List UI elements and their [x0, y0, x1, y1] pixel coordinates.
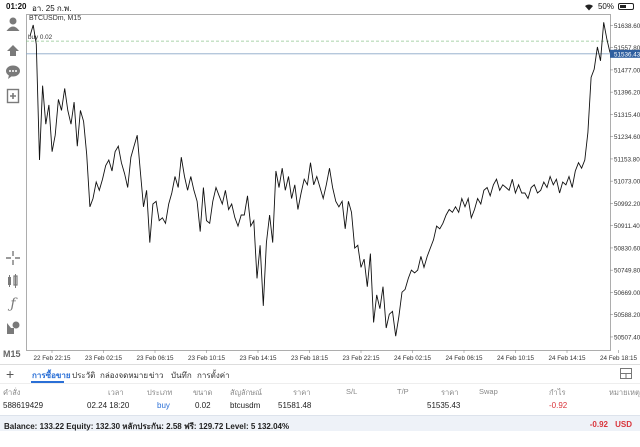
- person-icon[interactable]: [5, 16, 21, 32]
- col-type: ประเภท: [147, 388, 173, 397]
- crosshair-icon[interactable]: [5, 250, 21, 266]
- x-tick-label: 24 Feb 10:15: [497, 355, 535, 362]
- y-tick-label: 50588.20: [614, 312, 640, 319]
- tab-mailbox[interactable]: กล่องจดหมาย: [100, 371, 149, 380]
- add-icon[interactable]: +: [6, 366, 15, 382]
- col-size: ขนาด: [193, 388, 213, 397]
- y-tick-label: 50911.40: [614, 223, 640, 230]
- clock-time: 01:20: [6, 2, 27, 11]
- col-current-price: ราคา: [441, 388, 459, 397]
- x-tick-label: 23 Feb 18:15: [291, 355, 329, 362]
- active-tab-underline: [31, 381, 64, 383]
- indicators-icon[interactable]: [5, 273, 21, 289]
- chat-icon[interactable]: [5, 64, 21, 80]
- col-profit: กำไร: [549, 388, 566, 397]
- col-order: คำสั่ง: [3, 388, 21, 397]
- col-price: ราคา: [293, 388, 311, 397]
- col-symbol: สัญลักษณ์: [230, 388, 263, 397]
- share-icon[interactable]: [5, 42, 21, 58]
- y-tick-label: 50507.40: [614, 334, 640, 341]
- y-tick-label: 50992.20: [614, 201, 640, 208]
- tab-settings[interactable]: การตั้งค่า: [197, 371, 230, 380]
- col-time: เวลา: [108, 388, 124, 397]
- tab-news[interactable]: ข่าว: [149, 371, 164, 380]
- order-profit: -0.92: [549, 401, 568, 410]
- y-tick-label: 50830.60: [614, 245, 640, 252]
- plot-frame: [26, 14, 611, 351]
- wifi-icon: [584, 3, 593, 11]
- price-series-line: [29, 22, 611, 337]
- tab-trade[interactable]: การซื้อขาย: [32, 371, 71, 380]
- layout-toggle-icon[interactable]: [620, 368, 632, 379]
- col-comment: หมายเหตุ: [609, 388, 640, 397]
- order-level-label: buy 0.02: [28, 34, 53, 41]
- col-swap: Swap: [479, 387, 498, 396]
- order-current-price: 51535.43: [427, 401, 461, 410]
- order-open-price: 51581.48: [278, 401, 312, 410]
- timeframe-label[interactable]: M15: [3, 349, 21, 359]
- col-tp: T/P: [397, 387, 409, 396]
- x-tick-label: 22 Feb 22:15: [33, 355, 71, 362]
- y-tick-label: 51477.00: [614, 67, 640, 74]
- bottom-strip: [0, 431, 640, 447]
- x-tick-label: 24 Feb 06:15: [445, 355, 483, 362]
- current-price-label: 51536.43: [614, 51, 640, 58]
- tab-history[interactable]: ประวัติ: [72, 371, 96, 380]
- x-tick-label: 23 Feb 06:15: [136, 355, 174, 362]
- y-tick-label: 51315.40: [614, 112, 640, 119]
- chart-symbol-label: BTCUSDm, M15: [29, 15, 82, 22]
- x-tick-label: 23 Feb 10:15: [188, 355, 226, 362]
- status-right: 50%: [584, 2, 634, 11]
- y-tick-label: 51557.80: [614, 45, 640, 52]
- x-tick-label: 23 Feb 22:15: [342, 355, 380, 362]
- battery-icon: [618, 3, 634, 10]
- x-tick-label: 24 Feb 18:15: [600, 355, 638, 362]
- y-tick-label: 51638.60: [614, 23, 640, 30]
- col-sl: S/L: [346, 387, 358, 396]
- x-tick-label: 23 Feb 02:15: [85, 355, 123, 362]
- order-size: 0.02: [195, 401, 211, 410]
- battery-percent: 50%: [597, 2, 614, 11]
- y-tick-label: 50749.80: [614, 268, 640, 275]
- x-tick-label: 24 Feb 14:15: [548, 355, 586, 362]
- left-toolbar: ƒ M15: [0, 14, 26, 364]
- currency-label: USD: [615, 420, 632, 429]
- account-summary: Balance: 133.22 Equity: 132.30 หลักประกั…: [0, 415, 640, 431]
- tab-journal[interactable]: บันทึก: [171, 371, 192, 380]
- orders-table-header: คำสั่ง เวลา ประเภท ขนาด สัญลักษณ์ ราคา S…: [0, 383, 640, 397]
- total-profit: -0.92: [589, 420, 608, 429]
- price-chart[interactable]: 51638.60 51557.80 51477.00 51396.20 51315.40…: [26, 14, 640, 364]
- y-tick-label: 51396.20: [614, 90, 640, 97]
- add-file-icon[interactable]: [5, 88, 21, 104]
- x-tick-label: 23 Feb 14:15: [239, 355, 277, 362]
- y-tick-label: 51153.80: [614, 156, 640, 163]
- order-symbol: btcusdm: [230, 401, 261, 410]
- chart-canvas[interactable]: 51638.60 51557.80 51477.00 51396.20 51315.40…: [26, 14, 640, 364]
- clock-date: อา. 25 ก.พ.: [32, 4, 72, 13]
- order-time: 02.24 18:20: [87, 401, 130, 410]
- y-tick-label: 50669.00: [614, 290, 640, 297]
- objects-icon[interactable]: [5, 320, 21, 336]
- current-price-badge: [610, 49, 640, 58]
- table-row[interactable]: 588619429 02.24 18:20 buy 0.02 btcusdm 5…: [0, 398, 640, 414]
- balance-text: Balance: 133.22 Equity: 132.30 หลักประกั…: [4, 422, 290, 431]
- status-bar: 01:20 อา. 25 ก.พ. 50%: [0, 0, 640, 14]
- order-type: buy: [157, 401, 170, 410]
- terminal-tabs: + การซื้อขาย ประวัติ กล่องจดหมาย ข่าว บั…: [0, 364, 640, 383]
- x-tick-label: 24 Feb 02:15: [394, 355, 432, 362]
- y-tick-label: 51073.00: [614, 179, 640, 186]
- order-id: 588619429: [3, 401, 44, 410]
- function-icon[interactable]: ƒ: [10, 296, 16, 312]
- y-tick-label: 51234.60: [614, 134, 640, 141]
